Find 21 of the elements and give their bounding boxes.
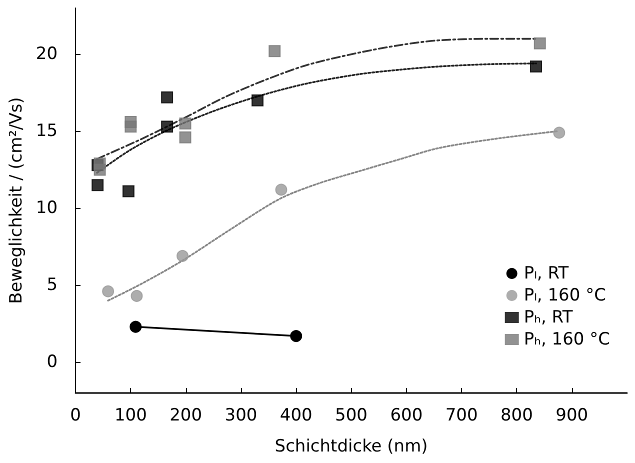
x-tick-label: 800 [500, 406, 533, 426]
y-tick-label: 15 [36, 121, 58, 142]
x-tick-label: 500 [335, 406, 368, 426]
y-axis-title: Beweglichkeit / (cm²/Vs) [6, 97, 26, 304]
legend-label: Pₗ, 160 °C [524, 286, 606, 306]
x-tick-label: 0 [70, 406, 81, 426]
y-tick-label: 10 [36, 198, 58, 218]
x-tick-label: 700 [445, 406, 478, 426]
y-tick-label: 5 [46, 275, 58, 296]
x-tick-label: 900 [556, 406, 588, 426]
x-tick-label: 100 [114, 406, 147, 426]
y-tick-label: 0 [46, 352, 58, 372]
legend-label: Pₕ, 160 °C [524, 330, 610, 350]
x-tick-label: 400 [280, 406, 312, 426]
legend-label: Pₗ, RT [524, 264, 570, 284]
x-tick-label: 300 [224, 406, 258, 426]
x-axis-title: Schichtdicke (nm) [274, 436, 428, 456]
y-tick-label: 20 [36, 44, 58, 64]
x-tick-label: 200 [170, 406, 202, 426]
x-tick-label: 600 [390, 406, 423, 426]
legend-label: Pₕ, RT [524, 308, 574, 328]
